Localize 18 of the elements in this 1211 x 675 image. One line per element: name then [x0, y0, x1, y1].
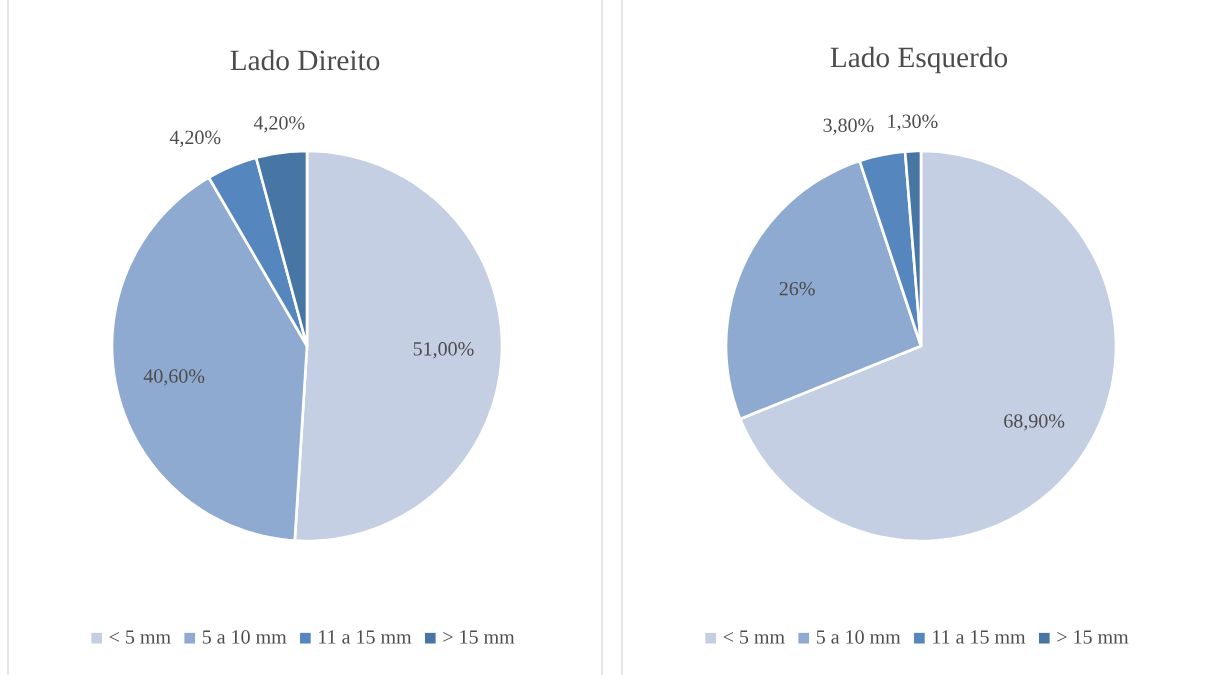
chart-title: Lado Direito [230, 49, 380, 71]
legend-label: 11 a 15 mm [319, 630, 412, 644]
legend-label: 5 a 10 mm [816, 630, 901, 644]
data-label: 26% [779, 281, 815, 296]
data-label: 68,90% [1004, 414, 1065, 431]
legend-label: > 15 mm [1057, 630, 1129, 644]
data-label: 1,30% [888, 114, 938, 131]
legend-label: < 5 mm [109, 630, 171, 644]
data-label: 40,60% [143, 369, 205, 386]
data-label: 4,20% [253, 116, 305, 133]
legend-label: < 5 mm [723, 630, 785, 644]
chart-title: Lado Esquerdo [830, 46, 1008, 74]
data-label: 4,20% [169, 130, 221, 147]
data-label: 3,80% [823, 118, 874, 135]
legend-label: 11 a 15 mm [933, 630, 1026, 644]
data-label: 51,00% [413, 342, 474, 359]
legend-label: > 15 mm [443, 630, 515, 644]
legend-label: 5 a 10 mm [202, 630, 287, 644]
